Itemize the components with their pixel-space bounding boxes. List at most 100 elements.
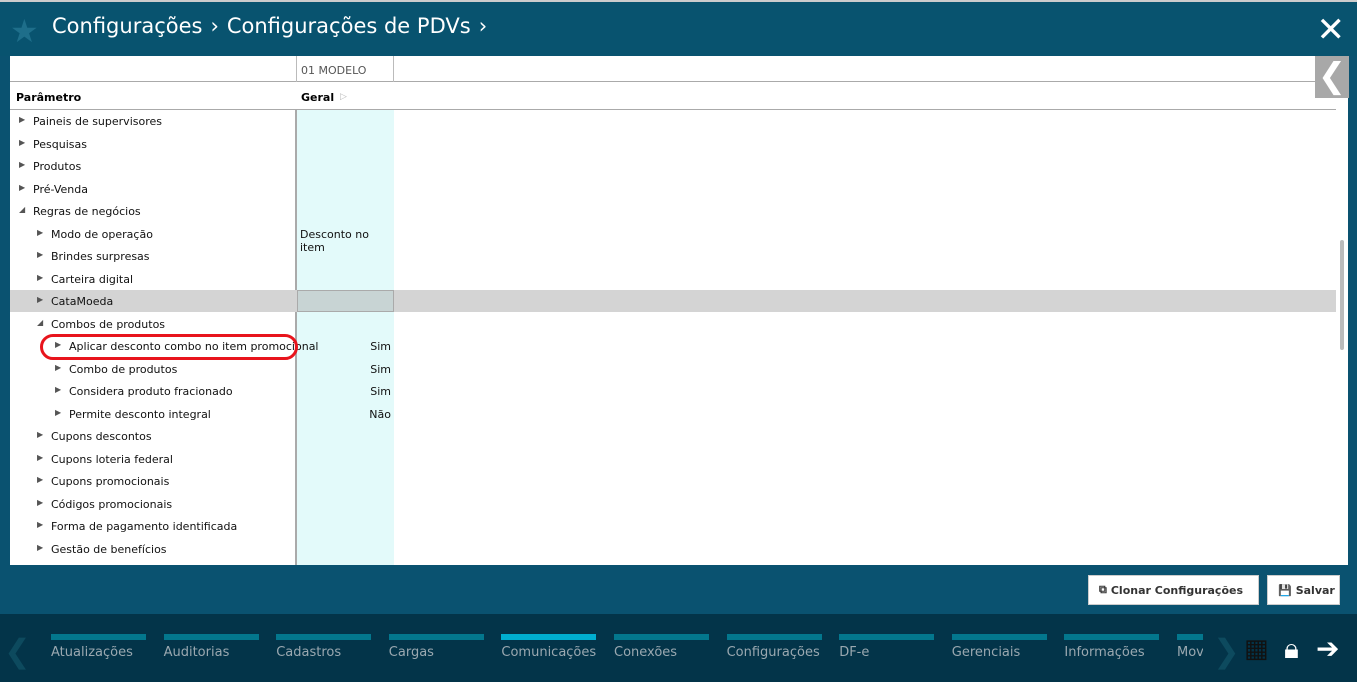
expand-arrow-icon[interactable]: ▶ bbox=[19, 160, 26, 169]
row-value[interactable] bbox=[297, 290, 394, 312]
nav-prev-icon[interactable]: ❮ bbox=[4, 632, 31, 670]
collapse-panel-button[interactable]: ❮ bbox=[1315, 56, 1349, 98]
expand-arrow-icon[interactable]: ▶ bbox=[19, 137, 26, 147]
row-value[interactable] bbox=[297, 538, 394, 560]
scrollbar-thumb[interactable] bbox=[1340, 240, 1344, 350]
nav-item[interactable]: Informações bbox=[1064, 634, 1160, 660]
expand-arrow-icon[interactable]: ▶ bbox=[55, 362, 62, 372]
tree-row[interactable]: ▶ Considera produto fracionado Sim bbox=[10, 380, 1336, 402]
nav-item[interactable]: Atualizações bbox=[51, 634, 146, 660]
expand-arrow-icon[interactable]: ▶ bbox=[37, 227, 44, 237]
tree-row[interactable]: ▶ Paineis de supervisores bbox=[10, 110, 1336, 132]
tree-row[interactable]: ▶ Cupons loteria federal bbox=[10, 448, 1336, 470]
row-value[interactable]: Sim bbox=[370, 385, 391, 398]
tree-row[interactable]: ▶ Pré-Venda bbox=[10, 178, 1336, 200]
expand-arrow-icon[interactable]: ▶ bbox=[37, 497, 44, 507]
nav-item-label: Gerenciais bbox=[951, 645, 1021, 660]
collapse-arrow-icon[interactable]: ◢ bbox=[37, 317, 44, 327]
tree-row[interactable]: ▶ CataMoeda bbox=[10, 290, 1336, 312]
expand-arrow-icon[interactable]: ▶ bbox=[55, 385, 62, 394]
expand-arrow-icon[interactable]: ▶ bbox=[37, 272, 44, 282]
tree-row[interactable]: ▶ Produtos bbox=[10, 155, 1336, 177]
tree-row[interactable]: ▶ Gestão de benefícios bbox=[10, 538, 1336, 560]
tree-row[interactable]: ▶ Pesquisas bbox=[10, 133, 1336, 155]
highlight-annotation bbox=[40, 334, 298, 360]
row-value[interactable] bbox=[297, 470, 394, 492]
row-label: Permite desconto integral bbox=[69, 407, 211, 421]
expand-arrow-icon[interactable]: ▶ bbox=[55, 407, 62, 417]
row-value[interactable] bbox=[297, 515, 394, 537]
nav-item[interactable]: Comunicações bbox=[501, 634, 597, 660]
expand-arrow-icon[interactable]: ▶ bbox=[37, 452, 44, 462]
row-value[interactable] bbox=[297, 178, 394, 200]
tree-row[interactable]: ▶ Aplicar desconto combo no item promocio… bbox=[10, 335, 1336, 357]
tree-row[interactable]: ◢ Combos de produtos bbox=[10, 313, 1336, 335]
breadcrumb-configuracoes-pdvs[interactable]: Configurações de PDVs bbox=[226, 14, 471, 38]
row-value[interactable] bbox=[297, 245, 394, 267]
row-value[interactable]: Sim bbox=[370, 340, 391, 353]
expand-arrow-icon[interactable]: ▶ bbox=[37, 542, 44, 552]
breadcrumb-configuracoes[interactable]: Configurações bbox=[52, 14, 203, 38]
column-group-header: 01 MODELO bbox=[10, 56, 1336, 82]
row-value[interactable] bbox=[297, 493, 394, 515]
nav-item[interactable]: Cargas bbox=[388, 634, 484, 660]
tree-row[interactable]: ▶ Combo de produtos Sim bbox=[10, 358, 1336, 380]
collapse-arrow-icon[interactable]: ◢ bbox=[19, 205, 26, 214]
nav-item[interactable]: Configurações bbox=[726, 634, 822, 660]
vertical-scrollbar[interactable] bbox=[1340, 116, 1346, 561]
nav-item[interactable]: Gerenciais bbox=[951, 634, 1047, 660]
nav-item[interactable]: Cadastros bbox=[276, 634, 372, 660]
expand-arrow-icon[interactable]: ▶ bbox=[37, 520, 44, 529]
nav-item-bar bbox=[839, 634, 935, 640]
tree-row[interactable]: ▶ Permite desconto integral Não bbox=[10, 403, 1336, 425]
nav-item[interactable]: DF-e bbox=[839, 634, 935, 660]
expand-arrow-icon[interactable]: ▶ bbox=[37, 475, 44, 484]
close-icon[interactable]: ✕ bbox=[1316, 10, 1346, 50]
tree-row[interactable]: ▶ Cupons descontos bbox=[10, 425, 1336, 447]
clone-label: Clonar Configurações bbox=[1110, 583, 1244, 597]
nav-next-icon[interactable]: ❯ bbox=[1213, 632, 1240, 670]
expand-arrow-icon[interactable]: ▶ bbox=[37, 295, 44, 304]
tree-row[interactable]: ◢ Regras de negócios bbox=[10, 200, 1336, 222]
row-value[interactable] bbox=[297, 268, 394, 290]
row-value[interactable] bbox=[297, 425, 394, 447]
expand-arrow-icon[interactable]: ▶ bbox=[37, 250, 44, 259]
grid-menu-icon[interactable]: ▦ bbox=[1244, 634, 1269, 664]
tree-row[interactable]: ▶ Modo de operação Desconto no item bbox=[10, 223, 1336, 254]
lock-icon[interactable]: 🔒︎ bbox=[1284, 632, 1299, 665]
geral-header[interactable]: Geral bbox=[301, 91, 335, 104]
nav-item[interactable]: Mov bbox=[1177, 634, 1203, 660]
save-button[interactable]: 💾 Salvar bbox=[1267, 575, 1340, 605]
tree-row[interactable]: ▶ Cupons promocionais bbox=[10, 470, 1336, 492]
favorite-star-icon[interactable]: ★ bbox=[10, 12, 39, 50]
nav-item-label: Configurações bbox=[726, 645, 820, 660]
tree-row[interactable]: ▶ Forma de pagamento identificada bbox=[10, 515, 1336, 537]
row-value[interactable] bbox=[297, 448, 394, 470]
expand-arrow-icon[interactable]: ▶ bbox=[19, 182, 26, 192]
logout-arrow-icon[interactable]: ➔ bbox=[1316, 632, 1340, 665]
expand-arrow-icon[interactable]: ▶ bbox=[55, 340, 62, 349]
tree-row[interactable]: ▶ Brindes surpresas bbox=[10, 245, 1336, 267]
expand-arrow-icon[interactable]: ▶ bbox=[19, 115, 26, 124]
row-value[interactable] bbox=[297, 200, 394, 222]
title-bar: ★ Configurações › Configurações de PDVs … bbox=[0, 0, 1357, 56]
row-value[interactable]: Sim bbox=[370, 362, 391, 376]
breadcrumb-next-icon[interactable]: › bbox=[478, 14, 488, 38]
row-value[interactable] bbox=[297, 155, 394, 177]
row-value[interactable]: Desconto no item bbox=[300, 227, 369, 254]
row-value[interactable]: Não bbox=[369, 407, 391, 421]
column-splitter[interactable] bbox=[295, 110, 297, 565]
tree-row[interactable]: ▶ Carteira digital bbox=[10, 268, 1336, 290]
row-value[interactable] bbox=[297, 133, 394, 155]
row-value[interactable] bbox=[297, 313, 394, 335]
nav-item[interactable]: Auditorias bbox=[163, 634, 259, 660]
nav-item[interactable]: Conexões bbox=[614, 634, 709, 660]
expand-arrow-icon[interactable]: ▶ bbox=[37, 430, 44, 439]
clone-config-button[interactable]: ⧉ Clonar Configurações bbox=[1088, 575, 1259, 605]
nav-item-bar bbox=[1064, 634, 1160, 640]
tree-row[interactable]: ▶ Códigos promocionais bbox=[10, 493, 1336, 515]
nav-item-bar bbox=[951, 634, 1047, 640]
row-value[interactable] bbox=[297, 110, 394, 132]
expand-column-icon[interactable]: ▷ bbox=[340, 92, 347, 102]
column-group-modelo[interactable]: 01 MODELO bbox=[296, 56, 394, 82]
